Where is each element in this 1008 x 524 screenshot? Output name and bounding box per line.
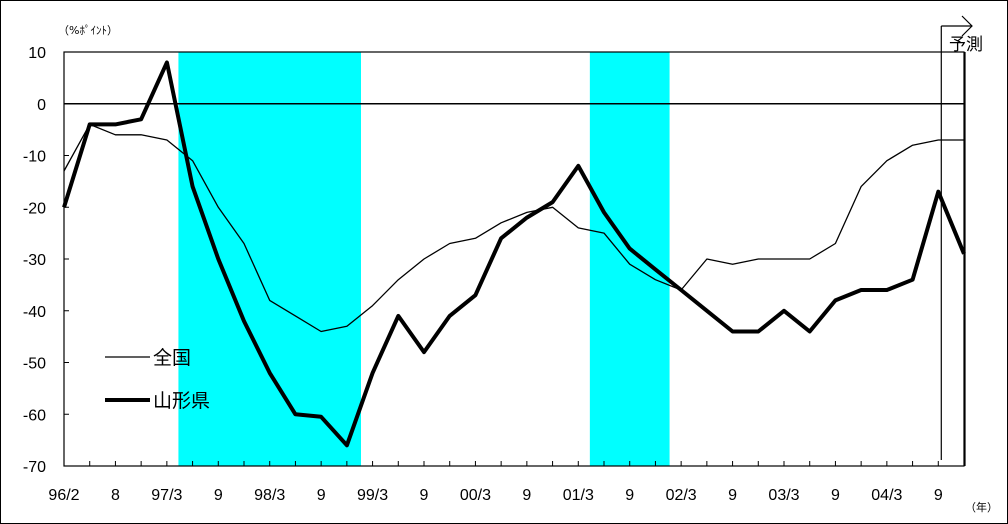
recession-shading-layer [178,52,670,466]
x-tick-label: 03/3 [768,487,799,504]
legend-label-zenkoku: 全国 [153,347,191,369]
y-tick-label: -30 [23,252,46,269]
recession-band-1 [178,52,361,466]
y-axis: 10 0 -10 -20 -30 -40 -50 -60 -70 [23,45,69,476]
x-axis: 96/2 8 97/3 9 98/3 9 99/3 9 00/3 9 01/3 9 02/3 9 03/3 9… [48,461,965,504]
y-tick-label: -10 [23,149,46,166]
x-tick-label: 97/3 [151,487,182,504]
x-tick-label: 04/3 [871,487,902,504]
x-tick-label: 01/3 [563,487,594,504]
x-tick-label: 9 [214,487,223,504]
x-tick-label: 9 [420,487,429,504]
x-tick-label: 9 [934,487,943,504]
legend: 全国 山形県 [105,347,210,412]
x-tick-label: 99/3 [357,487,388,504]
series-line-yamagata [62,60,966,448]
forecast-marker: 予測 [940,15,983,466]
recession-band-2 [589,52,670,466]
x-tick-label: 96/2 [48,487,79,504]
forecast-label: 予測 [949,35,983,55]
y-tick-label: -70 [23,459,46,476]
y-tick-label: 10 [28,45,46,62]
x-tick-label: 98/3 [254,487,285,504]
x-tick-label: 02/3 [666,487,697,504]
y-tick-label: 0 [37,97,46,114]
x-tick-label: 00/3 [460,487,491,504]
forecast-arrow-head [961,15,973,37]
x-tick-label: 9 [831,487,840,504]
x-tick-label: 9 [522,487,531,504]
series-line-zenkoku [63,123,964,333]
y-tick-label: -40 [23,304,46,321]
y-tick-label: -60 [23,407,46,424]
x-tick-label: 9 [728,487,737,504]
x-unit-label: （年） [965,500,998,514]
x-tick-label: 8 [111,487,120,504]
y-unit-label: （%ﾎﾟｲﾝﾄ） [58,24,118,37]
y-tick-label: -20 [23,200,46,217]
x-tick-label: 9 [625,487,634,504]
y-tick-label: -50 [23,356,46,373]
legend-label-yamagata: 山形県 [153,390,210,412]
x-tick-label: 9 [317,487,326,504]
series-layer [62,60,966,448]
